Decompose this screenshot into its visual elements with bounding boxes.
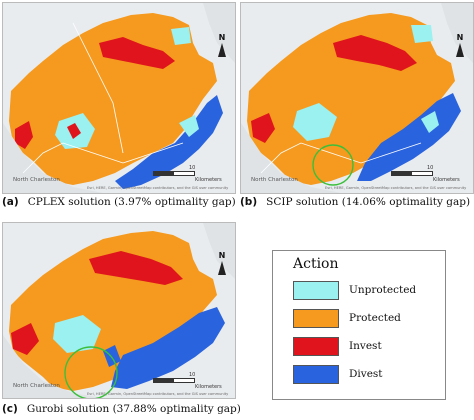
scale-bar: [153, 171, 195, 176]
unprotected-region: [293, 103, 337, 141]
legend-title: Action: [293, 256, 339, 272]
invest-region: [99, 37, 175, 69]
scale-value: 10: [427, 165, 434, 171]
map-panel-b: N North Charleston 10 Kilometers Esri, H…: [240, 2, 474, 216]
legend: Action Unprotected Protected Invest Dive…: [272, 250, 446, 400]
north-label: N: [456, 33, 464, 42]
map-svg-c: [3, 223, 235, 398]
panel-caption: (c) Gurobi solution (37.88% optimality ga…: [2, 403, 241, 415]
panel-caption-text: SCIP solution (14.06% optimality gap): [266, 196, 471, 208]
map-c: N North Charleston 10 Kilometers Esri, H…: [2, 222, 236, 399]
map-b: N North Charleston 10 Kilometers Esri, H…: [240, 2, 474, 194]
unprotected-region: [53, 315, 101, 353]
north-arrow-icon: [218, 261, 226, 275]
scale-label: Kilometers: [195, 384, 222, 390]
water: [441, 3, 473, 63]
map-a: N North Charleston 10 Kilometers Esri, H…: [2, 2, 236, 194]
panel-caption: (b) SCIP solution (14.06% optimality gap): [240, 196, 470, 208]
water: [203, 223, 235, 279]
legend-swatch: [293, 281, 339, 300]
panel-caption: (a) CPLEX solution (3.97% optimality gap): [2, 196, 236, 208]
legend-label: Unprotected: [349, 284, 417, 296]
panel-caption-text: CPLEX solution (3.97% optimality gap): [27, 196, 236, 208]
water: [3, 123, 103, 193]
invest-region: [333, 35, 417, 71]
scale-bar: [153, 378, 195, 383]
map-credits: Esri, HERE, Garmin, OpenStreetMap contri…: [87, 392, 229, 396]
legend-label: Divest: [349, 368, 383, 380]
map-panel-a: N North Charleston 10 Kilometers Esri, H…: [2, 2, 236, 216]
water: [203, 3, 235, 63]
highlight-circle: [312, 144, 354, 186]
scale-bar: [391, 171, 433, 176]
legend-label: Protected: [349, 312, 401, 324]
place-label: North Charleston: [13, 177, 60, 183]
place-label: North Charleston: [13, 383, 60, 389]
legend-item-protected: Protected: [293, 309, 443, 331]
map-credits: Esri, HERE, Garmin, OpenStreetMap contri…: [87, 186, 229, 190]
invest-region: [11, 323, 39, 355]
legend-item-invest: Invest: [293, 337, 443, 359]
legend-item-unprotected: Unprotected: [293, 281, 443, 303]
legend-item-divest: Divest: [293, 365, 443, 387]
panel-caption-text: Gurobi solution (37.88% optimality gap): [26, 403, 241, 415]
map-svg-b: [241, 3, 473, 193]
north-arrow-icon: [456, 43, 464, 57]
map-panel-c: N North Charleston 10 Kilometers Esri, H…: [2, 222, 241, 420]
legend-swatch: [293, 309, 339, 328]
map-svg-a: [3, 3, 235, 193]
legend-swatch: [293, 337, 339, 356]
unprotected-region: [179, 115, 199, 137]
north-arrow-icon: [218, 43, 226, 57]
north-label: N: [218, 33, 226, 42]
scale-label: Kilometers: [433, 177, 460, 183]
unprotected-region: [171, 27, 191, 45]
water: [241, 123, 341, 193]
divest-region: [111, 307, 225, 389]
panel-letter: (c): [2, 403, 18, 415]
panel-letter: (a): [2, 196, 19, 208]
invest-region: [67, 123, 81, 139]
road: [22, 142, 184, 174]
legend-swatch: [293, 365, 339, 384]
scale-value: 10: [189, 372, 196, 378]
unprotected-region: [411, 25, 433, 43]
north-arrow: N: [218, 33, 226, 57]
unprotected-region: [421, 111, 439, 133]
place-label: North Charleston: [251, 177, 298, 183]
north-arrow: N: [456, 33, 464, 57]
map-credits: Esri, HERE, Garmin, OpenStreetMap contri…: [325, 186, 467, 190]
road: [72, 22, 124, 154]
road: [260, 142, 422, 174]
panel-letter: (b): [240, 196, 258, 208]
north-label: N: [218, 251, 226, 260]
invest-region: [251, 113, 275, 143]
scale-label: Kilometers: [195, 177, 222, 183]
water: [3, 335, 103, 398]
highlight-circle: [64, 346, 118, 398]
scale-value: 10: [189, 165, 196, 171]
invest-region: [89, 251, 183, 285]
north-arrow: N: [218, 251, 226, 275]
legend-label: Invest: [349, 340, 382, 352]
invest-region: [15, 121, 33, 149]
divest-region: [103, 345, 121, 367]
